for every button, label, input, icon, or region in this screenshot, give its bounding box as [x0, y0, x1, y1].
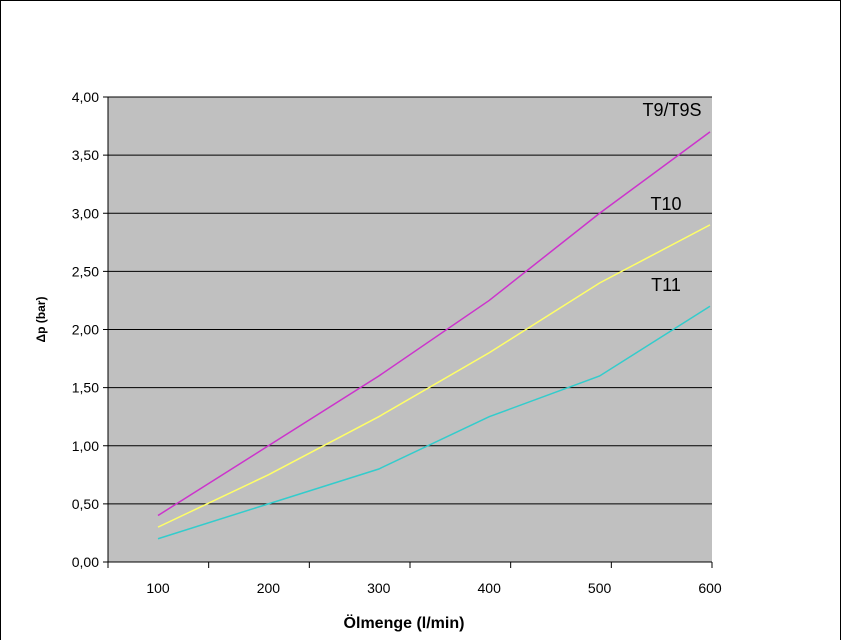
y-tick-label: 4,00 — [72, 89, 99, 105]
series-line — [157, 305, 711, 540]
series-label: T9/T9S — [642, 100, 701, 120]
y-tick-label: 2,00 — [72, 322, 99, 338]
y-tick-label: 0,00 — [72, 554, 99, 570]
x-tick-labels: 100 200 300 400 500 600 — [146, 580, 722, 596]
y-tick-label: 1,00 — [72, 438, 99, 454]
x-tick-label: 600 — [698, 580, 722, 596]
gridlines — [103, 96, 712, 563]
axes — [107, 97, 713, 568]
y-axis-label: Δp (bar) — [34, 297, 48, 343]
y-tick-labels: 0,00 0,50 1,00 1,50 2,00 2,50 3,00 3,50 4,00 — [72, 89, 99, 570]
series-line — [157, 131, 711, 517]
y-tick-label: 1,50 — [72, 380, 99, 396]
x-tick-label: 300 — [367, 580, 391, 596]
y-tick-label: 2,50 — [72, 263, 99, 279]
x-tick-label: 100 — [146, 580, 170, 596]
x-tick-label: 200 — [257, 580, 281, 596]
series-label: T11 — [651, 275, 681, 295]
series-label: T10 — [650, 194, 681, 214]
y-tick-label: 0,50 — [72, 496, 99, 512]
series-lines — [157, 131, 711, 540]
series-line — [157, 224, 711, 528]
y-tick-label: 3,00 — [72, 205, 99, 221]
y-tick-label: 3,50 — [72, 147, 99, 163]
x-tick-label: 400 — [478, 580, 502, 596]
series-labels: T9/T9S T10 T11 — [642, 100, 701, 295]
x-axis-label: Ölmenge (l/min) — [344, 613, 465, 632]
x-tick-label: 500 — [588, 580, 612, 596]
